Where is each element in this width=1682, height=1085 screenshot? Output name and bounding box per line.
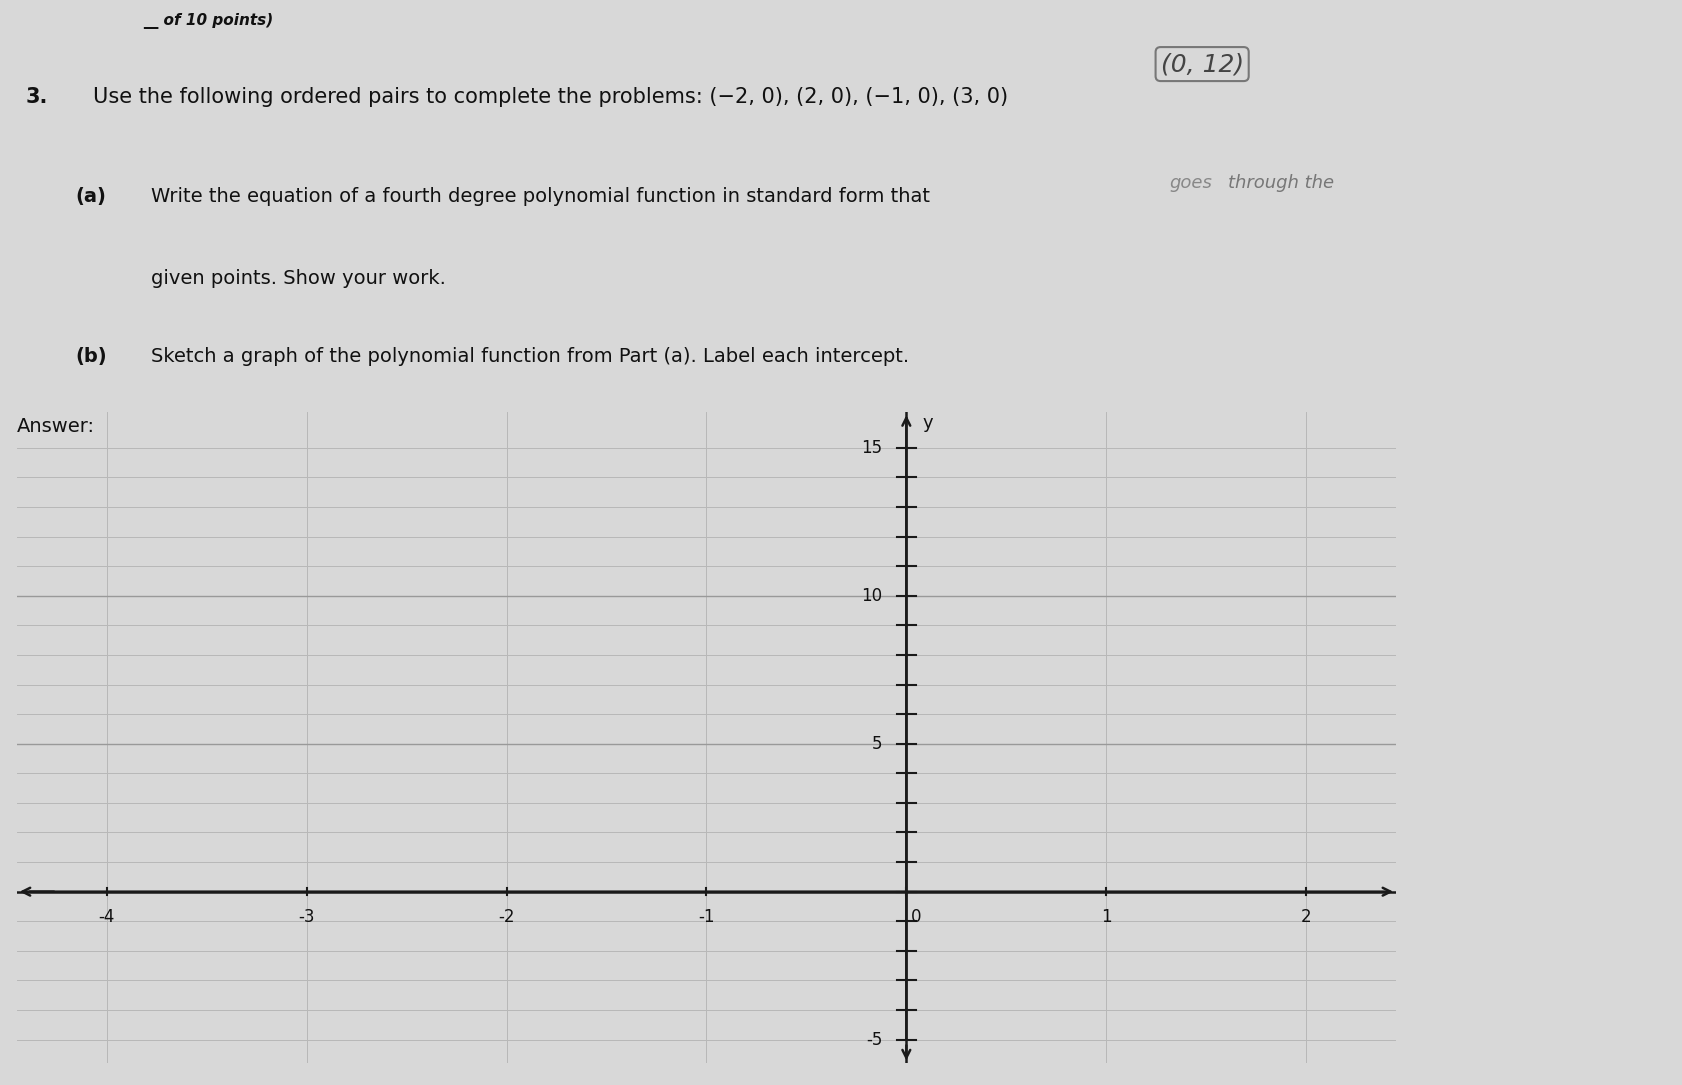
Text: Write the equation of a fourth degree polynomial function in standard form that: Write the equation of a fourth degree po…: [151, 187, 930, 206]
Text: (0, 12): (0, 12): [1161, 52, 1243, 76]
Text: 10: 10: [861, 587, 883, 604]
Text: given points. Show your work.: given points. Show your work.: [151, 269, 446, 289]
Text: Answer:: Answer:: [17, 417, 94, 436]
Text: -5: -5: [866, 1031, 883, 1048]
Text: 1: 1: [1102, 908, 1112, 926]
Text: Sketch a graph of the polynomial function from Part (a). Label each intercept.: Sketch a graph of the polynomial functio…: [151, 347, 910, 367]
Text: Use the following ordered pairs to complete the problems: (−2, 0), (2, 0), (−1, : Use the following ordered pairs to compl…: [93, 87, 1008, 106]
Text: through the: through the: [1228, 174, 1334, 192]
Text: y: y: [922, 413, 934, 432]
Text: -4: -4: [99, 908, 114, 926]
Text: 2: 2: [1300, 908, 1312, 926]
Text: -3: -3: [298, 908, 315, 926]
Text: 0: 0: [912, 908, 922, 926]
Text: 15: 15: [861, 438, 883, 457]
Text: (b): (b): [76, 347, 108, 367]
Text: -1: -1: [698, 908, 715, 926]
Text: __ of 10 points): __ of 10 points): [143, 13, 272, 29]
Text: 5: 5: [871, 735, 883, 753]
Text: -2: -2: [498, 908, 515, 926]
Text: (a): (a): [76, 187, 106, 206]
Text: 3.: 3.: [25, 87, 47, 106]
Text: goes: goes: [1169, 174, 1211, 192]
